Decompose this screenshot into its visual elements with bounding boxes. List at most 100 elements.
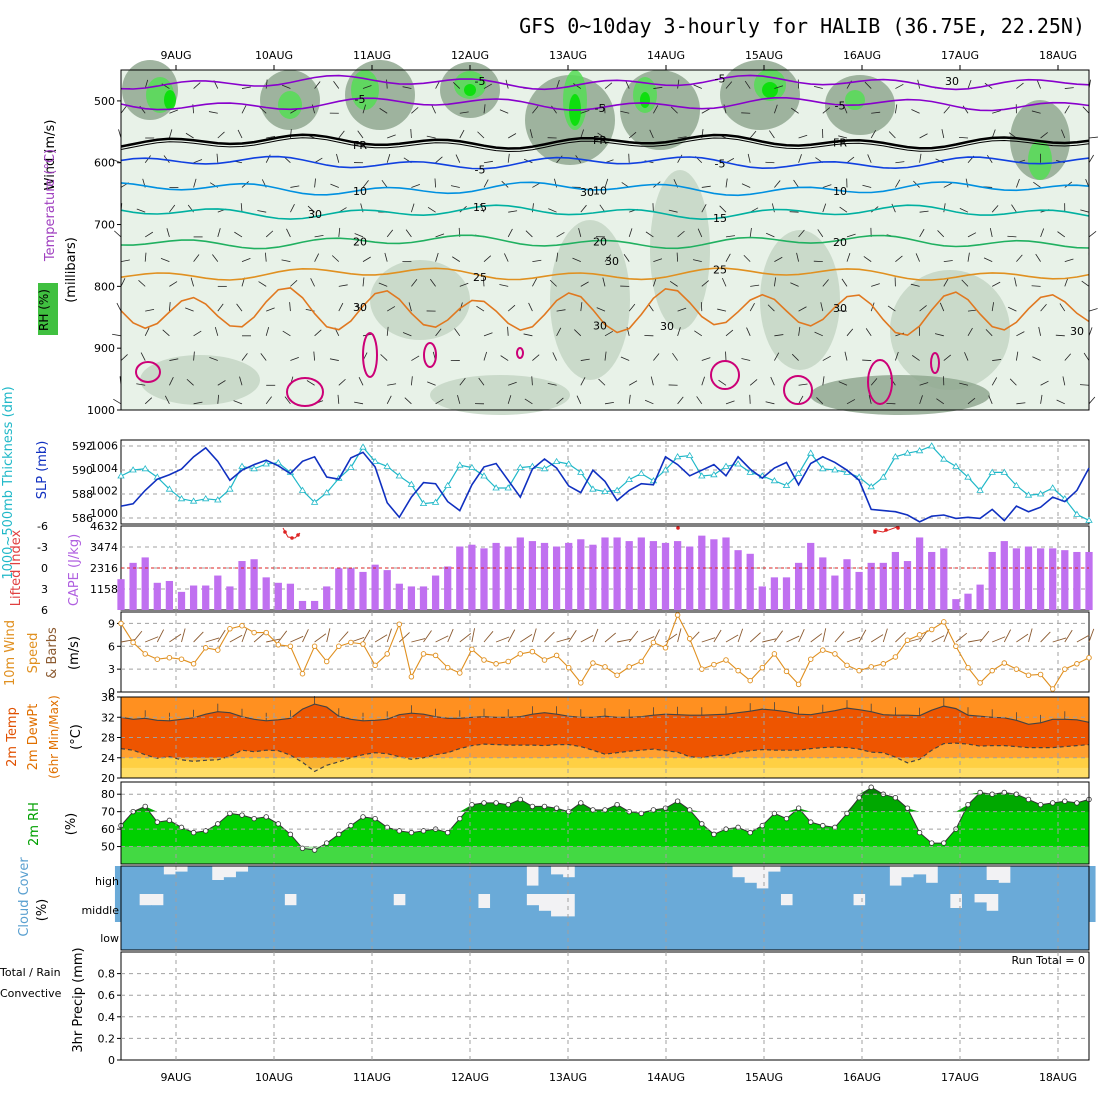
wind-barb bbox=[483, 332, 493, 337]
wind-barb bbox=[265, 327, 270, 336]
cloud-middle-bar bbox=[1022, 894, 1036, 922]
cape-bar bbox=[359, 571, 367, 610]
bottom-date-label: 15AUG bbox=[745, 1071, 783, 1084]
thickness-point bbox=[903, 449, 912, 456]
wind-speed-point bbox=[481, 657, 487, 663]
wind-barb bbox=[386, 154, 391, 163]
wind-speed-point bbox=[928, 626, 935, 633]
thickness-point bbox=[1024, 491, 1033, 498]
wind-barb bbox=[1064, 629, 1073, 643]
cloud-high-bar bbox=[647, 866, 660, 894]
wind-barb bbox=[910, 283, 920, 287]
wind-barb bbox=[592, 628, 599, 643]
cape-lifted-index-panel: -6 -3 0 3 6 4632 3474 2316 1158 Lifted Index CAPE … bbox=[9, 520, 1093, 617]
wind-barb bbox=[670, 106, 678, 114]
wind-barb bbox=[423, 630, 432, 643]
wind-speed-point bbox=[118, 620, 124, 627]
wind-barb bbox=[337, 394, 340, 404]
rh-point bbox=[493, 800, 499, 806]
wind-barb bbox=[524, 398, 533, 405]
wind-barb bbox=[404, 397, 412, 405]
wind-barb bbox=[568, 630, 577, 643]
slp-tick-label: 1004 bbox=[90, 462, 118, 475]
wind-barb bbox=[284, 396, 291, 405]
cape-bar bbox=[419, 586, 428, 610]
wind-barb bbox=[580, 204, 587, 213]
wind-barb bbox=[504, 253, 509, 262]
wind-barb bbox=[1035, 253, 1041, 262]
cloud-high-bar bbox=[187, 866, 201, 894]
wind-barb bbox=[336, 153, 340, 163]
wind-barb bbox=[578, 228, 582, 238]
rh-point bbox=[687, 807, 693, 813]
isotherm-label: 20 bbox=[833, 236, 847, 249]
run-total-label: Run Total = 0 bbox=[1012, 954, 1086, 967]
cloud-high-bar bbox=[308, 866, 322, 894]
wind-barb bbox=[114, 230, 122, 238]
wind-tick-label: 6 bbox=[108, 640, 115, 653]
rh-band bbox=[121, 787, 1089, 794]
wind-barb bbox=[329, 358, 339, 361]
wind-barb bbox=[725, 235, 735, 238]
wind-barb bbox=[500, 355, 509, 361]
wind-barb bbox=[580, 635, 594, 643]
thickness-point bbox=[710, 471, 718, 478]
thickness-point bbox=[855, 473, 863, 480]
wind-barb bbox=[597, 132, 606, 139]
wind-barb bbox=[1088, 231, 1097, 238]
isotherm-line bbox=[120, 204, 1090, 221]
cloud-middle-bar bbox=[853, 905, 866, 922]
cape-bar bbox=[952, 599, 960, 610]
cloud-high-bar bbox=[732, 877, 745, 894]
wind-barb bbox=[617, 638, 631, 643]
rh-point bbox=[638, 810, 644, 817]
cape-bar bbox=[891, 551, 900, 610]
cloud-high-bar bbox=[877, 866, 890, 894]
wind-barb bbox=[943, 354, 952, 361]
wind-speed-point bbox=[880, 661, 887, 667]
wind-barb bbox=[774, 630, 783, 643]
rh-contour-area bbox=[640, 92, 650, 108]
wind-speed-point bbox=[311, 643, 318, 650]
isotherm-label: 10 bbox=[833, 185, 847, 198]
rh-point bbox=[1074, 800, 1080, 806]
wind-barb bbox=[471, 628, 476, 643]
li-tick-label: -6 bbox=[37, 520, 48, 533]
wind-barb bbox=[822, 203, 827, 213]
cape-bar bbox=[226, 586, 234, 610]
pressure-tick-label: 800 bbox=[94, 280, 115, 293]
wind-barb bbox=[1079, 384, 1090, 386]
rh-contour-area bbox=[762, 82, 778, 98]
cloud-middle-bar bbox=[260, 894, 273, 922]
wind-barb bbox=[1040, 304, 1047, 312]
cloud-high-bar bbox=[998, 882, 1011, 894]
wind-barb bbox=[386, 79, 388, 89]
wind-barb bbox=[357, 130, 364, 139]
wind-barb bbox=[411, 203, 415, 213]
wind-barb bbox=[943, 106, 951, 114]
rh-point bbox=[215, 821, 221, 827]
wind-barb bbox=[290, 185, 300, 188]
thickness-point bbox=[722, 462, 730, 469]
hot-contour bbox=[135, 361, 161, 383]
thickness-point bbox=[141, 465, 149, 472]
wind-barb bbox=[697, 228, 703, 238]
thickness-point bbox=[831, 466, 839, 473]
cape-bar bbox=[177, 591, 186, 610]
wind-barb bbox=[822, 376, 825, 386]
wind-speed-point bbox=[674, 612, 681, 618]
wind-barb bbox=[576, 395, 582, 404]
cloud-middle-bar bbox=[453, 894, 467, 922]
thickness-point bbox=[226, 485, 234, 492]
wind-barb bbox=[507, 326, 509, 336]
cape-bar bbox=[480, 548, 488, 610]
wind-barb bbox=[431, 104, 436, 114]
wind-barb bbox=[919, 228, 925, 238]
wind-speed-point bbox=[348, 639, 354, 646]
cloud-middle-bar bbox=[163, 894, 176, 922]
wind-barb bbox=[701, 357, 711, 361]
wind-barb bbox=[266, 136, 276, 139]
cloud-middle-bar bbox=[925, 894, 939, 922]
wind-barb bbox=[379, 108, 388, 114]
wind-barb bbox=[507, 228, 513, 238]
